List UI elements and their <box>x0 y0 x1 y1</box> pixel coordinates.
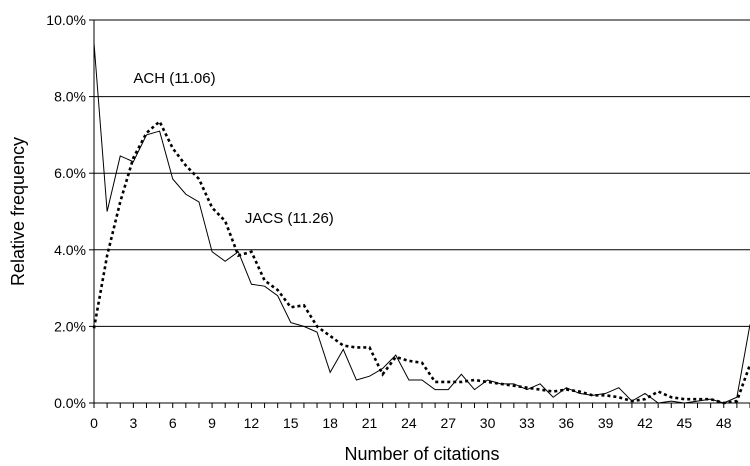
series-line-ach <box>93 42 750 404</box>
x-tick-label: 18 <box>322 415 338 431</box>
y-axis-title: Relative frequency <box>8 137 28 286</box>
x-tick-label: 12 <box>244 415 260 431</box>
y-tick-label: 0.0% <box>54 395 86 411</box>
y-tick-label: 4.0% <box>54 242 86 258</box>
y-tick-label: 10.0% <box>46 12 86 28</box>
x-axis-title: Number of citations <box>344 444 499 464</box>
series-annotation: ACH (11.06) <box>133 70 215 87</box>
series-annotations: ACH (11.06) JACS (11.26) <box>133 70 333 227</box>
x-tick-label: 24 <box>401 415 417 431</box>
x-tick-label: 30 <box>480 415 496 431</box>
x-tick-label: 33 <box>519 415 535 431</box>
x-tick-label: 36 <box>559 415 575 431</box>
x-tick-label: 21 <box>362 415 378 431</box>
x-tick-label: 45 <box>677 415 693 431</box>
series-layer <box>92 42 750 405</box>
x-tick-label: 6 <box>169 415 177 431</box>
x-tick-label: 27 <box>440 415 456 431</box>
y-tick-label: 2.0% <box>54 318 86 334</box>
x-tick-label: 0 <box>90 415 98 431</box>
x-tick-label: 42 <box>637 415 653 431</box>
series-line-jacs <box>92 119 750 405</box>
y-tick-label: 6.0% <box>54 165 86 181</box>
x-tick-label: 3 <box>129 415 137 431</box>
x-tick-label: 39 <box>598 415 614 431</box>
x-tick-label: 9 <box>208 415 216 431</box>
y-tick-label: 8.0% <box>54 89 86 105</box>
tick-labels: 0.0%2.0%4.0%6.0%8.0%10.0%0 3 6 9 12 15 18 21 24 2… <box>46 12 731 431</box>
series-annotation: JACS (11.26) <box>245 210 334 227</box>
axes <box>89 19 750 408</box>
x-tick-label: 48 <box>716 415 732 431</box>
x-tick-label: 15 <box>283 415 299 431</box>
